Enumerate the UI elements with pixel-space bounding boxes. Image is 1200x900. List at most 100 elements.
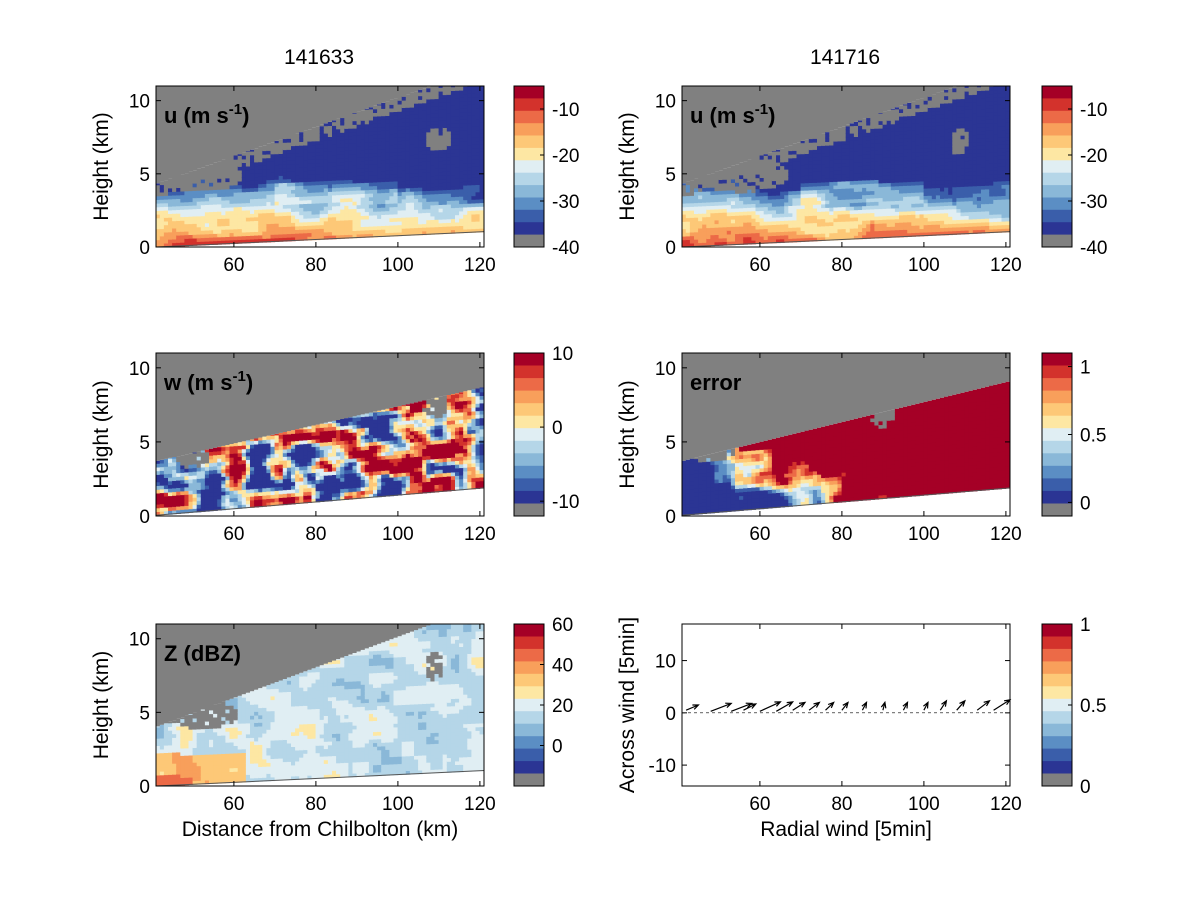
heatmap-cell <box>401 143 407 149</box>
heatmap-cell <box>434 215 440 220</box>
heatmap-cell <box>434 168 440 173</box>
heatmap-cell <box>743 185 748 190</box>
heatmap-cell <box>935 172 941 178</box>
heatmap-cell <box>812 218 818 224</box>
heatmap-cell <box>245 180 251 185</box>
heatmap-cell <box>422 146 427 151</box>
heatmap-cell <box>722 230 728 235</box>
heatmap-cell <box>209 171 214 176</box>
heatmap-cell <box>385 126 390 131</box>
heatmap-cell <box>702 220 707 225</box>
heatmap-cell <box>389 115 395 120</box>
heatmap-cell <box>315 147 321 153</box>
heatmap-cell <box>209 237 214 242</box>
heatmap-cell <box>426 91 431 96</box>
heatmap-cell <box>315 126 321 131</box>
heatmap-cell <box>800 168 806 173</box>
heatmap-cell <box>340 139 345 144</box>
heatmap-cell <box>467 126 472 131</box>
heatmap-cell <box>755 225 761 230</box>
heatmap-cell <box>250 158 255 163</box>
heatmap-cell <box>948 139 953 144</box>
heatmap-cell <box>377 152 382 157</box>
heatmap-cell <box>698 180 703 185</box>
heatmap-cell <box>471 169 477 175</box>
heatmap-cell <box>968 218 974 224</box>
heatmap-cell <box>722 175 728 180</box>
heatmap-cell <box>237 235 243 240</box>
heatmap-cell <box>266 143 272 148</box>
heatmap-cell <box>319 235 325 240</box>
heatmap-cell <box>356 116 362 121</box>
masked-region <box>808 86 814 138</box>
heatmap-cell <box>931 110 937 116</box>
heatmap-cell <box>915 122 921 127</box>
heatmap-cell <box>935 165 941 170</box>
heatmap-cell <box>808 186 814 191</box>
heatmap-cell <box>373 178 378 183</box>
heatmap-cell <box>397 133 403 138</box>
heatmap-cell <box>286 178 292 183</box>
heatmap-cell <box>418 194 423 199</box>
heatmap-cell <box>845 228 851 233</box>
heatmap-cell <box>776 216 781 222</box>
heatmap-cell <box>221 163 226 168</box>
heatmap-cell <box>434 120 440 125</box>
heatmap-cell <box>446 215 452 220</box>
heatmap-cell <box>282 164 288 169</box>
heatmap-cell <box>463 104 468 109</box>
heatmap-cell <box>475 133 481 138</box>
heatmap-cell <box>352 175 358 180</box>
heatmap-cell <box>450 105 456 110</box>
heatmap-cell <box>722 234 728 239</box>
heatmap-cell <box>821 225 826 230</box>
heatmap-cell <box>718 237 724 243</box>
heatmap-cell <box>430 106 436 111</box>
heatmap-cell <box>927 129 933 134</box>
heatmap-cell <box>352 234 358 239</box>
heatmap-cell <box>829 163 834 168</box>
heatmap-cell <box>804 157 810 162</box>
heatmap-cell <box>315 188 321 193</box>
heatmap-cell <box>364 156 370 161</box>
heatmap-cell <box>923 155 929 160</box>
heatmap-cell <box>784 201 789 207</box>
heatmap-cell <box>968 229 974 235</box>
heatmap-cell <box>463 108 468 113</box>
heatmap-cell <box>981 174 986 179</box>
heatmap-cell <box>356 215 362 220</box>
heatmap-cell <box>438 142 444 147</box>
heatmap-cell <box>368 178 374 183</box>
heatmap-cell <box>837 192 843 197</box>
heatmap-cell <box>714 216 720 221</box>
heatmap-cell <box>907 225 912 230</box>
heatmap-cell <box>196 168 202 173</box>
heatmap-cell <box>682 206 687 211</box>
heatmap-cell <box>250 173 255 178</box>
heatmap-cell <box>849 143 855 149</box>
heatmap-cell <box>948 212 953 217</box>
heatmap-cell <box>689 180 695 185</box>
heatmap-cell <box>685 235 691 240</box>
masked-region <box>682 86 687 184</box>
heatmap-cell <box>882 193 888 198</box>
heatmap-cell <box>804 211 810 217</box>
heatmap-cell <box>878 204 884 210</box>
heatmap-cell <box>442 218 448 224</box>
heatmap-cell <box>377 137 382 142</box>
heatmap-cell <box>976 222 982 227</box>
y-tick-label: 0 <box>139 238 150 259</box>
heatmap-cell <box>878 175 884 180</box>
heatmap-cell <box>702 235 707 240</box>
heatmap-cell <box>303 170 308 175</box>
heatmap-cell <box>262 161 267 166</box>
heatmap-cell <box>450 229 456 234</box>
heatmap-cell <box>985 196 990 201</box>
heatmap-cell <box>442 160 448 165</box>
heatmap-cell <box>829 218 834 223</box>
heatmap-cell <box>286 189 292 194</box>
heatmap-cell <box>812 226 818 231</box>
heatmap-cell <box>841 210 847 215</box>
heatmap-cell <box>878 171 884 177</box>
heatmap-cell <box>911 214 916 219</box>
